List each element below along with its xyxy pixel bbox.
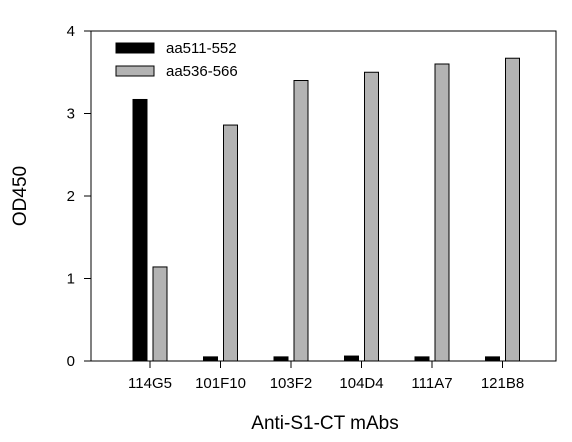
bar-aa511-552-101F10 (203, 356, 218, 362)
x-tick-label: 104D4 (339, 375, 383, 392)
x-tick-label: 121B8 (481, 375, 524, 392)
bar-aa511-552-103F2 (273, 356, 289, 362)
bar-aa511-552-114G5 (132, 98, 148, 362)
bar-aa536-566-114G5 (152, 266, 168, 362)
legend-swatch (115, 65, 155, 77)
legend-label: aa536-566 (166, 63, 238, 80)
x-axis-title: Anti-S1-CT mAbs (251, 413, 398, 434)
y-tick-label: 0 (67, 353, 75, 370)
bar-aa536-566-103F2 (293, 80, 309, 362)
legend-label: aa511-552 (166, 40, 237, 57)
bar-aa536-566-111A7 (434, 63, 450, 362)
y-tick-label: 4 (67, 23, 75, 40)
x-axis-ticks: 114G5 101F10 103F2 104D4 111A7 121B8 (128, 361, 524, 392)
y-tick-label: 2 (67, 188, 75, 205)
bar-aa536-566-121B8 (505, 57, 520, 362)
x-tick-label: 103F2 (270, 375, 313, 392)
y-tick-label: 3 (67, 106, 75, 123)
x-tick-label: 101F10 (195, 375, 246, 392)
legend-swatch (115, 42, 155, 54)
x-tick-label: 114G5 (128, 375, 172, 392)
bar-aa536-566-104D4 (364, 71, 379, 362)
bar-aa511-552-121B8 (485, 356, 500, 362)
y-tick-label: 1 (67, 271, 75, 288)
bar-aa536-566-101F10 (223, 124, 238, 362)
y-axis-ticks: 0 1 2 3 4 (67, 23, 91, 370)
x-tick-label: 111A7 (411, 375, 452, 392)
bar-aa511-552-104D4 (344, 355, 359, 362)
legend: aa511-552 aa536-566 (115, 40, 238, 80)
bar-marks (132, 57, 520, 362)
bar-aa511-552-111A7 (414, 356, 430, 362)
y-axis-title: OD450 (10, 166, 31, 226)
